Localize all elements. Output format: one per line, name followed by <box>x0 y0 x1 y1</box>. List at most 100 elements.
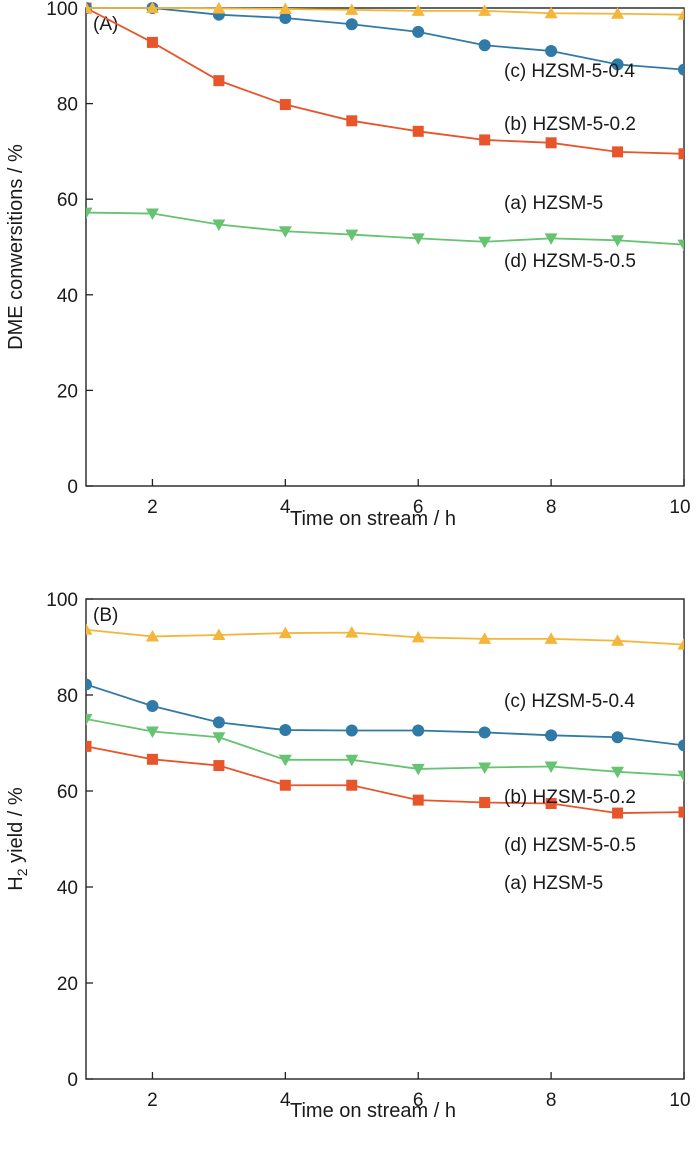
y-tick-label: 80 <box>57 686 78 707</box>
data-point-triangle-up <box>278 626 292 639</box>
x-axis-label: Time on stream / h <box>290 1100 456 1122</box>
data-point-circle <box>279 12 292 25</box>
x-tick-label: 2 <box>147 1090 158 1111</box>
data-point-square <box>678 806 684 818</box>
data-point-triangle-down <box>411 763 425 776</box>
data-point-square <box>479 797 491 809</box>
data-point-circle <box>412 25 425 38</box>
data-point-triangle-up <box>544 632 558 644</box>
x-tick-label: 8 <box>546 1090 557 1111</box>
data-point-circle <box>478 726 491 739</box>
data-point-triangle-up <box>345 626 359 638</box>
data-point-triangle-up <box>478 4 492 16</box>
y-tick-label: 40 <box>57 286 78 307</box>
x-tick-label: 10 <box>669 1090 690 1111</box>
data-point-circle <box>86 678 92 691</box>
data-point-triangle-down <box>478 762 492 774</box>
data-point-triangle-down <box>611 235 625 247</box>
y-tick-label: 100 <box>46 0 78 20</box>
series-label: (b) HZSM-5-0.2 <box>504 787 636 808</box>
series-group <box>86 623 684 819</box>
series-line <box>86 683 684 747</box>
data-point-triangle-up <box>212 1 226 14</box>
data-point-square <box>279 99 291 111</box>
y-tick-label: 40 <box>57 878 78 899</box>
x-tick-label: 8 <box>546 497 557 518</box>
data-point-triangle-up <box>478 632 492 644</box>
data-point-circle <box>412 724 425 737</box>
data-point-triangle-down <box>611 766 625 779</box>
y-axis-label-main: H <box>5 876 27 890</box>
y-axis-label-rest: yield / % <box>5 787 27 868</box>
data-point-square <box>479 134 491 146</box>
data-point-triangle-up <box>86 623 93 635</box>
x-tick-label: 10 <box>669 497 690 518</box>
data-point-square <box>612 807 624 819</box>
data-point-triangle-up <box>145 629 159 642</box>
plot-frame <box>85 598 685 1080</box>
data-point-triangle-up <box>611 634 625 646</box>
data-point-triangle-up <box>677 638 684 650</box>
x-tick-label: 4 <box>280 497 291 518</box>
data-point-triangle-up <box>677 8 684 20</box>
data-point-square <box>213 760 225 772</box>
data-point-circle <box>611 731 624 744</box>
data-point-triangle-up <box>145 1 159 13</box>
data-point-triangle-down <box>478 236 492 249</box>
y-axis-label: H2 yield / % <box>5 787 30 891</box>
series-label: (c) HZSM-5-0.4 <box>504 61 635 82</box>
series-label: (a) HZSM-5 <box>504 193 603 214</box>
series-line <box>86 628 684 646</box>
data-point-triangle-up <box>411 4 425 16</box>
series-line <box>86 7 684 155</box>
data-point-triangle-down <box>212 219 226 232</box>
chart-panel-a: 0 20 40 60 80 100 2 4 6 8 10 Time on stream / h DME … <box>5 0 691 530</box>
y-axis-label: DME conwersitions / % <box>5 144 27 350</box>
data-point-triangle-down <box>278 754 292 767</box>
series-line <box>86 7 684 71</box>
data-point-circle <box>678 63 684 76</box>
data-point-triangle-down <box>86 207 93 220</box>
data-point-triangle-down <box>411 233 425 245</box>
data-point-square <box>279 779 291 791</box>
data-point-circle <box>611 58 624 71</box>
data-point-circle <box>146 700 159 713</box>
data-point-square <box>545 137 557 149</box>
data-point-square <box>678 148 684 160</box>
panel-label: (A) <box>93 14 118 35</box>
data-point-triangle-up <box>86 1 93 13</box>
data-point-triangle-down <box>544 233 558 245</box>
data-point-square <box>86 740 92 752</box>
panel-label: (B) <box>93 605 118 626</box>
y-tick-label: 60 <box>57 190 78 211</box>
x-tick-label: 6 <box>413 497 424 518</box>
data-point-triangle-down <box>212 732 226 744</box>
data-point-triangle-up <box>411 630 425 643</box>
series-label: (c) HZSM-5-0.4 <box>504 691 635 712</box>
data-point-circle <box>345 724 358 737</box>
x-tick-label: 2 <box>147 497 158 518</box>
y-tick-label: 20 <box>57 381 78 402</box>
data-point-triangle-down <box>145 726 159 738</box>
data-point-triangle-up <box>212 628 226 640</box>
data-point-square <box>146 36 158 48</box>
y-tick-label: 100 <box>46 590 78 611</box>
data-point-circle <box>478 39 491 52</box>
data-point-triangle-down <box>278 226 292 238</box>
data-point-circle <box>279 724 292 737</box>
data-point-square <box>346 779 358 791</box>
data-point-square <box>612 146 624 158</box>
data-point-circle <box>345 18 358 31</box>
data-point-square <box>346 115 358 127</box>
series-line <box>86 7 684 16</box>
data-point-triangle-down <box>544 761 558 774</box>
data-point-triangle-down <box>345 754 359 767</box>
data-point-circle <box>212 716 225 729</box>
series-label: (b) HZSM-5-0.2 <box>504 114 636 135</box>
data-point-circle <box>545 45 558 58</box>
data-point-circle <box>678 739 684 752</box>
series-line <box>86 745 684 814</box>
data-point-triangle-down <box>677 770 684 783</box>
